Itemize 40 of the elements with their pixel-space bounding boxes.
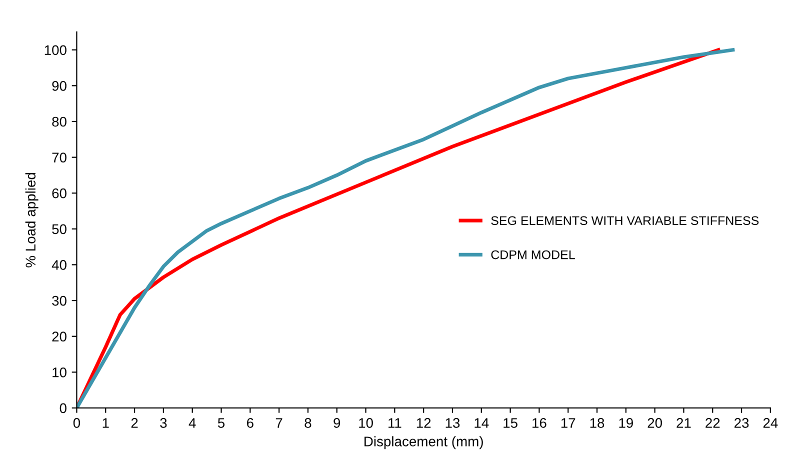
x-tick-label: 13 (446, 418, 460, 428)
y-tick-label: 30 (52, 296, 66, 306)
x-tick-label: 15 (504, 418, 518, 428)
x-tick-label: 22 (706, 418, 720, 428)
x-tick-label: 1 (102, 418, 109, 428)
x-tick-label: 14 (474, 418, 489, 428)
y-tick-label: 0 (60, 403, 66, 414)
x-tick-label: 6 (246, 418, 254, 428)
y-tick-label: 100 (44, 45, 66, 56)
y-tick-label: 50 (52, 224, 66, 234)
y-tick-label: 90 (52, 81, 66, 91)
legend-label: CDPM MODEL (491, 250, 575, 260)
x-tick-label: 11 (388, 418, 402, 428)
x-tick-label: 21 (676, 418, 691, 428)
x-tick-label: 2 (131, 418, 138, 428)
y-tick-label: 10 (52, 367, 66, 378)
x-tick-label: 17 (561, 418, 576, 428)
y-axis-title: % Load applied (25, 172, 38, 268)
x-tick-label: 16 (532, 418, 546, 428)
x-tick-label: 12 (416, 418, 431, 428)
x-tick-label: 7 (276, 418, 282, 428)
x-tick-label: 9 (334, 418, 340, 428)
x-tick-label: 18 (590, 418, 604, 428)
x-tick-label: 10 (359, 418, 373, 428)
x-tick-label: 8 (304, 418, 312, 428)
y-tick-label: 40 (52, 260, 66, 270)
x-tick-label: 19 (619, 418, 633, 428)
x-tick-label: 23 (734, 418, 749, 428)
x-tick-label: 24 (763, 418, 778, 428)
legend-label: SEG ELEMENTS WITH VARIABLE STIFFNESS (491, 216, 759, 226)
x-tick-label: 0 (73, 418, 80, 428)
y-tick-label: 20 (52, 332, 66, 342)
x-tick-label: 4 (188, 418, 196, 428)
x-tick-label: 5 (218, 418, 225, 428)
x-tick-label: 20 (648, 418, 662, 428)
y-tick-label: 80 (52, 116, 66, 127)
x-axis-title: Displacement (mm) (364, 436, 483, 450)
x-tick-label: 3 (160, 418, 167, 428)
y-tick-label: 70 (52, 152, 66, 162)
y-tick-label: 60 (52, 188, 66, 198)
